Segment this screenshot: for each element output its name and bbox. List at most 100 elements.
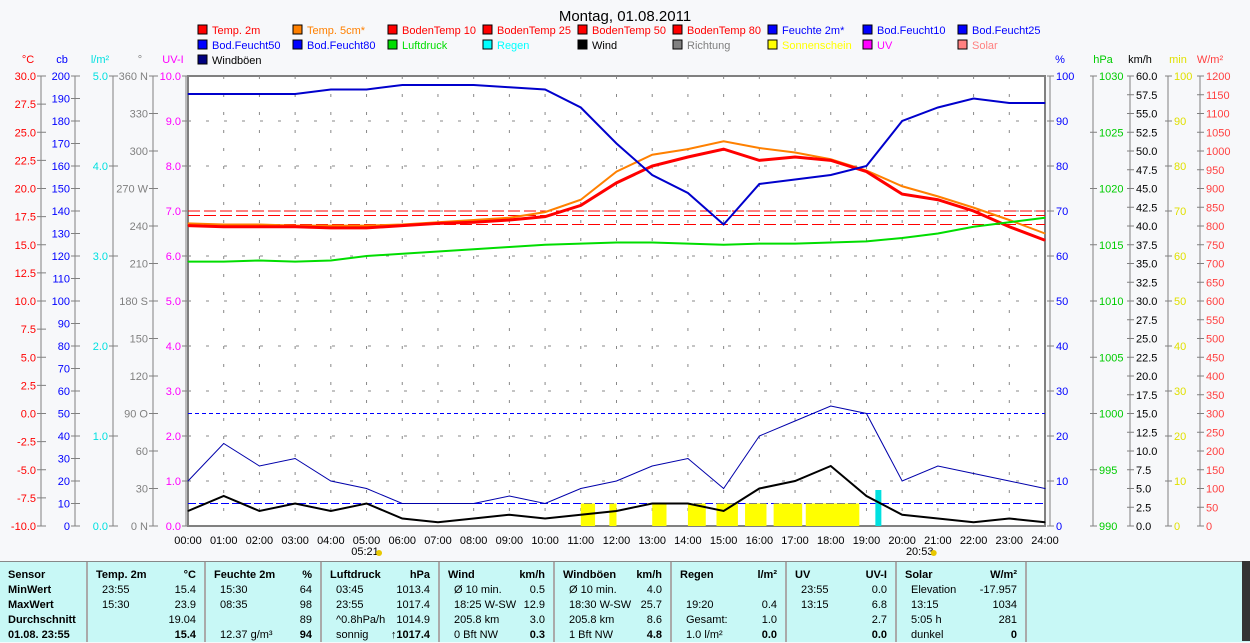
sunshine-bar bbox=[609, 503, 617, 526]
table-row: Elevation -17.957 bbox=[897, 583, 1025, 598]
table-row: 23:55 15.4 bbox=[88, 583, 204, 598]
data-point bbox=[294, 503, 296, 504]
table-column: Windböen km/h Ø 10 min. 4.0 18:30 W-SW 25.7 20… bbox=[555, 562, 672, 642]
row-value: 0.5 bbox=[529, 584, 545, 596]
data-point bbox=[758, 147, 760, 149]
axis-tick-label: 1025 bbox=[1099, 127, 1123, 139]
data-point bbox=[1008, 221, 1010, 223]
row-value: 12.9 bbox=[523, 599, 545, 611]
data-point bbox=[616, 242, 617, 243]
scrollbar[interactable] bbox=[1242, 561, 1250, 641]
table-row: dunkel 0 bbox=[897, 628, 1025, 643]
row-value: 1034 bbox=[992, 599, 1017, 611]
legend-item: Bod.Feucht80 bbox=[307, 40, 376, 52]
row-value: 0.0 bbox=[871, 584, 887, 596]
axis-tick-label: 12.5 bbox=[1136, 427, 1157, 439]
data-point bbox=[473, 84, 475, 86]
column-header: Windböen bbox=[563, 569, 617, 581]
axis-unit: l/m² bbox=[91, 54, 110, 66]
legend-swatch bbox=[482, 24, 493, 35]
axis-tick-label: 10 bbox=[1056, 476, 1068, 488]
axis-tick-label: 200 bbox=[52, 71, 70, 83]
axis-tick-label: 90 bbox=[1174, 116, 1186, 128]
sunshine-bar bbox=[687, 503, 706, 526]
data-point bbox=[580, 514, 582, 516]
data-point bbox=[1044, 217, 1046, 219]
x-tick-label: 08:00 bbox=[460, 535, 488, 547]
axis-tick-label: 27.5 bbox=[1136, 315, 1157, 327]
data-point bbox=[794, 420, 796, 422]
sunshine-bar bbox=[652, 503, 667, 526]
row-label: 23:55 bbox=[102, 584, 130, 596]
axis-tick-label: -7.5 bbox=[17, 493, 36, 505]
x-tick-label: 17:00 bbox=[781, 535, 809, 547]
row-value: 94 bbox=[299, 629, 312, 641]
x-tick-label: 22:00 bbox=[960, 535, 988, 547]
data-point bbox=[865, 171, 867, 173]
axis-tick-label: 100 bbox=[1206, 484, 1224, 496]
data-point bbox=[473, 219, 475, 221]
axis-unit: UV-I bbox=[162, 54, 183, 66]
x-tick-label: 01:00 bbox=[210, 535, 238, 547]
axis-tick-label: 20 bbox=[1174, 431, 1186, 443]
x-tick-label: 06:00 bbox=[388, 535, 416, 547]
data-point bbox=[223, 495, 225, 497]
table-column: Sensor MinWert MaxWert Durchschnitt 01.08. 2… bbox=[0, 562, 88, 642]
axis-tick-label: 50 bbox=[1206, 502, 1218, 514]
data-point bbox=[330, 480, 332, 482]
axis-tick-label: 37.5 bbox=[1136, 240, 1157, 252]
legend-item: BodenTemp 50 bbox=[592, 25, 666, 37]
row-value: 89 bbox=[299, 614, 312, 626]
legend-swatch bbox=[957, 39, 968, 50]
row-value: 25.7 bbox=[640, 599, 662, 611]
legend-swatch bbox=[862, 39, 873, 50]
chart-title: Montag, 01.08.2011 bbox=[559, 8, 691, 25]
axis-tick-label: 650 bbox=[1206, 277, 1224, 289]
table-row: 0.0 bbox=[787, 628, 895, 643]
axis-tick-label: 100 bbox=[1056, 71, 1074, 83]
data-point bbox=[830, 174, 832, 176]
data-point bbox=[1008, 226, 1010, 228]
axis-tick-label: 3.0 bbox=[166, 386, 181, 398]
axis-tick-label: 330 bbox=[130, 109, 148, 121]
axis-tick-label: 800 bbox=[1206, 221, 1224, 233]
column-unit: % bbox=[302, 569, 312, 581]
axis-tick-label: 360 N bbox=[119, 71, 148, 83]
axis-tick-label: 30.0 bbox=[1136, 296, 1157, 308]
axis-tick-label: 80 bbox=[1056, 161, 1068, 173]
axis-tick-label: 3.0 bbox=[93, 251, 108, 263]
row-value: 15.4 bbox=[174, 629, 196, 641]
axis-tick-label: 70 bbox=[58, 364, 70, 376]
axis-tick-label: 7.5 bbox=[21, 324, 36, 336]
axis-tick-label: 60 bbox=[58, 386, 70, 398]
axis-tick-label: 10 bbox=[1174, 476, 1186, 488]
axis-tick-label: 60 bbox=[1056, 251, 1068, 263]
data-point bbox=[1008, 480, 1010, 482]
data-point bbox=[437, 521, 439, 523]
row-value: 4.0 bbox=[646, 584, 662, 596]
data-point bbox=[544, 518, 546, 519]
legend-swatch bbox=[197, 54, 208, 65]
x-tick-label: 03:00 bbox=[281, 535, 309, 547]
data-point bbox=[973, 210, 975, 212]
axis-tick-label: 20.0 bbox=[15, 184, 36, 196]
data-point bbox=[723, 140, 725, 142]
row-label: sonnig bbox=[336, 629, 369, 641]
data-point bbox=[794, 480, 796, 482]
data-point bbox=[901, 185, 903, 187]
data-point bbox=[187, 93, 189, 95]
data-point bbox=[366, 503, 368, 504]
data-point bbox=[366, 89, 368, 90]
row-label: 1.0 l/m² bbox=[686, 629, 723, 641]
legend-item: Windböen bbox=[212, 55, 262, 67]
data-point bbox=[973, 98, 975, 99]
sunshine-bar bbox=[716, 503, 738, 526]
table-row: 0 Bft NW 0.3 bbox=[440, 628, 553, 643]
row-value: 19.04 bbox=[168, 614, 196, 626]
axis-tick-label: 2.0 bbox=[93, 341, 108, 353]
axis-tick-label: 450 bbox=[1206, 352, 1224, 364]
axis-tick-label: 25.0 bbox=[1136, 334, 1157, 346]
axis-tick-label: 0 bbox=[1174, 521, 1180, 533]
column-header: UV bbox=[795, 569, 811, 581]
data-point bbox=[1044, 488, 1046, 489]
